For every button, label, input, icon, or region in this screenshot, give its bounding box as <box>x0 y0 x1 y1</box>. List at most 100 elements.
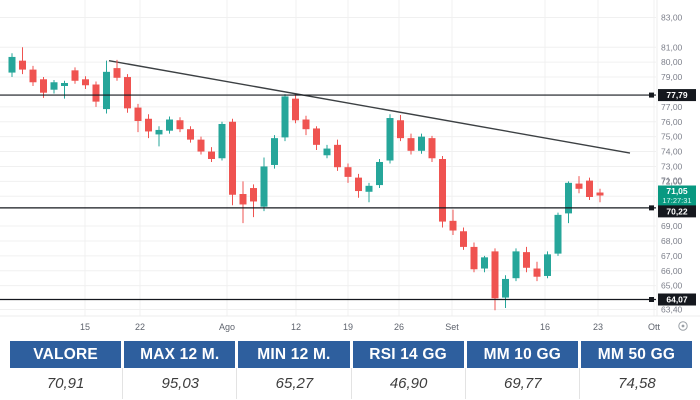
candle-body <box>61 83 68 86</box>
candle-body <box>386 118 394 161</box>
candle-body <box>260 166 268 207</box>
last-price-label <box>658 185 696 206</box>
price-tick-label: 67,00 <box>661 251 683 261</box>
stat-header: MAX 12 M. <box>124 341 236 368</box>
candle-body <box>344 167 352 177</box>
candle-body <box>470 246 478 270</box>
stat-column-mm-50gg: MM 50 GG 74,58 <box>578 341 693 399</box>
descending-trendline[interactable] <box>108 59 631 154</box>
candle-body <box>481 257 488 269</box>
line-handle[interactable] <box>649 297 654 303</box>
stat-header: MM 50 GG <box>580 341 693 368</box>
candle-body <box>134 107 142 122</box>
candle-body <box>523 252 530 268</box>
candle-body <box>166 119 173 131</box>
candle-body <box>103 71 110 110</box>
price-tick-label: 75,00 <box>661 132 683 142</box>
gear-icon-dot <box>681 324 685 328</box>
price-tick-label: 71,00 <box>661 175 683 185</box>
candle-body <box>491 251 499 299</box>
candle-body <box>365 185 373 192</box>
candle-body <box>71 70 79 81</box>
candle-body <box>239 194 247 205</box>
stat-value: 46,90 <box>350 368 464 399</box>
candle-body <box>229 121 236 195</box>
time-tick-label[interactable]: 16 <box>540 322 550 332</box>
gear-icon[interactable] <box>678 321 688 331</box>
candle-body <box>145 118 152 132</box>
price-line-label <box>658 205 696 218</box>
time-tick-label[interactable]: Ott <box>648 322 661 332</box>
candle-body <box>82 79 89 86</box>
candle-body <box>533 268 541 277</box>
time-tick-label[interactable]: 26 <box>394 322 404 332</box>
candle-body <box>19 60 26 70</box>
candle-body <box>187 129 194 140</box>
price-tick-label: 66,00 <box>661 266 683 276</box>
candle-body <box>197 139 205 152</box>
time-tick-label[interactable]: Set <box>445 322 459 332</box>
time-tick-label[interactable]: 15 <box>80 322 90 332</box>
stat-column-valore: VALORE 70,91 <box>10 341 122 399</box>
stat-column-mm-10gg: MM 10 GG 69,77 <box>464 341 578 399</box>
candle-body <box>449 220 457 231</box>
candle-body <box>281 96 289 138</box>
candle-body <box>313 128 320 145</box>
time-tick-label[interactable]: Ago <box>219 322 235 332</box>
time-tick-label[interactable]: 23 <box>593 322 603 332</box>
stat-value: 69,77 <box>464 368 578 399</box>
last-price-text: 71,05 <box>666 186 688 196</box>
candlestick-chart[interactable]: 83,00 81,00 80,00 79,00 77,00 76,00 75,00 74,00… <box>0 0 700 338</box>
price-tick-label: 83,00 <box>661 12 683 22</box>
chart-canvas[interactable]: 83,00 81,00 80,00 79,00 77,00 76,00 75,00 74,00… <box>0 0 700 338</box>
candle-body <box>50 82 58 90</box>
candle-body <box>355 177 362 192</box>
candle-body <box>29 69 37 83</box>
price-line-label <box>658 89 696 102</box>
price-tick-label: 80,00 <box>661 57 683 67</box>
candle-body <box>575 183 583 189</box>
candle-body <box>512 251 520 279</box>
candle-body <box>113 68 121 78</box>
line-handle[interactable] <box>649 205 654 211</box>
candle-body <box>40 79 47 93</box>
price-line-label <box>658 293 696 306</box>
candle-body <box>155 129 163 135</box>
stat-header: MIN 12 M. <box>238 341 350 368</box>
price-line-label-text: 77,79 <box>666 90 688 100</box>
candle-body <box>439 159 446 222</box>
price-tick-label: 72,00 <box>661 176 683 186</box>
candle-body <box>565 182 572 214</box>
candle-body <box>586 180 593 197</box>
time-tick-label[interactable]: 19 <box>343 322 353 332</box>
price-tick-label: 69,00 <box>661 221 683 231</box>
candle-body <box>302 119 310 130</box>
candle-body <box>8 56 16 73</box>
price-tick-label: 76,00 <box>661 117 683 127</box>
candle-body <box>397 120 404 139</box>
candle-body <box>271 138 278 165</box>
price-tick-label: 79,00 <box>661 72 683 82</box>
candle-body <box>544 254 551 276</box>
candle-body <box>176 120 184 130</box>
price-line-label-text: 70,22 <box>666 206 688 216</box>
candle-body <box>218 123 226 159</box>
countdown-text: 17:27:31 <box>662 196 691 205</box>
stat-header: RSI 14 GG <box>352 341 464 368</box>
price-tick-label: 63,40 <box>661 304 683 314</box>
candle-body <box>596 192 604 196</box>
stat-header: VALORE <box>10 341 122 368</box>
stat-header: MM 10 GG <box>466 341 578 368</box>
candle-body <box>323 148 331 156</box>
candle-body <box>428 138 436 159</box>
line-handle[interactable] <box>649 92 654 98</box>
stats-table: VALORE 70,91 MAX 12 M. 95,03 MIN 12 M. 6… <box>10 341 693 399</box>
candle-body <box>502 278 509 298</box>
time-tick-label[interactable]: 22 <box>135 322 145 332</box>
candle-body <box>418 136 425 151</box>
stat-column-max-12m: MAX 12 M. 95,03 <box>122 341 236 399</box>
stat-column-rsi-14gg: RSI 14 GG 46,90 <box>350 341 464 399</box>
time-tick-label[interactable]: 12 <box>291 322 301 332</box>
stat-value: 74,58 <box>578 368 693 399</box>
candle-body <box>554 214 562 254</box>
